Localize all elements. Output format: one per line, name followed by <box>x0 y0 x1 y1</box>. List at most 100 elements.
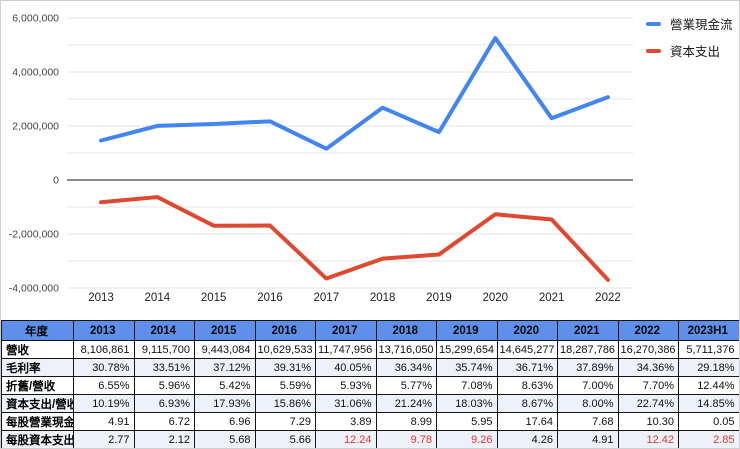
year-column-header: 2015 <box>194 320 256 341</box>
table-cell: 2.12 <box>133 430 195 448</box>
table-cell: 13,716,050 <box>375 340 437 359</box>
table-cell: 5,711,376 <box>678 340 739 359</box>
table-cell: 8.00% <box>557 394 619 413</box>
table-cell: 4.26 <box>496 430 558 448</box>
table-cell: 10.30 <box>617 412 679 431</box>
table-cell: 16,270,386 <box>617 340 679 359</box>
year-column-header: 2014 <box>133 320 195 341</box>
row-label: 毛利率 <box>1 358 74 377</box>
legend-swatch-icon <box>646 21 661 26</box>
table-cell: 2.77 <box>73 430 135 448</box>
legend-item: 營業現金流 <box>646 14 733 33</box>
table-header-row: 年度 2013 2014 2015 2016 2017 2018 2019 2020 2021 20… <box>1 320 739 341</box>
table-cell: 22.74% <box>617 394 679 413</box>
table-row: 每股資本支出 2.77 2.12 5.68 5.66 12.24 9.78 9.26 4.26 4… <box>1 430 739 448</box>
table-cell: 3.89 <box>315 412 377 431</box>
table-row: 毛利率 30.78% 33.51% 37.12% 39.31% 40.05% 36.34% 3… <box>1 358 739 377</box>
table-cell: 8,106,861 <box>73 340 135 359</box>
table-cell: 10.19% <box>73 394 135 413</box>
table-cell: 12.42 <box>617 430 679 448</box>
row-label: 每股資本支出 <box>1 430 74 448</box>
row-label: 資本支出/營收 <box>1 394 74 413</box>
series-line-資本支出 <box>99 195 610 282</box>
row-label: 折舊/營收 <box>1 376 74 395</box>
year-column-header: 2020 <box>496 320 558 341</box>
year-column-header: 2018 <box>375 320 437 341</box>
table-cell: 12.44% <box>678 376 739 395</box>
table-cell: 8.67% <box>496 394 558 413</box>
table-row: 營收 8,106,861 9,115,700 9,443,084 10,629,533 1… <box>1 340 739 359</box>
year-column-header: 2022 <box>617 320 679 341</box>
table-cell: 31.06% <box>315 394 377 413</box>
table-cell: 6.55% <box>73 376 135 395</box>
x-axis-tick-label: 2018 <box>370 292 396 304</box>
table-cell: 9,115,700 <box>133 340 195 359</box>
legend-item: 資本支出 <box>646 41 733 60</box>
cashflow-capex-line-chart: -4,000,000 -2,000,000 0 2,000,000 4,000,000 6… <box>1 1 739 319</box>
table-cell: 2.85 <box>678 430 739 448</box>
chart-legend: 營業現金流資本支出 <box>646 14 733 60</box>
table-cell: 5.42% <box>194 376 256 395</box>
year-column-header: 2021 <box>557 320 619 341</box>
table-cell: 4.91 <box>73 412 135 431</box>
table-cell: 39.31% <box>254 358 316 377</box>
table-cell: 10,629,533 <box>254 340 316 359</box>
table-row: 資本支出/營收 10.19% 6.93% 17.93% 15.86% 31.06% 21.2… <box>1 394 739 413</box>
legend-swatch-icon <box>646 48 661 53</box>
x-axis-tick-label: 2015 <box>201 292 227 304</box>
table-cell: 15.86% <box>254 394 316 413</box>
table-cell: 14,645,277 <box>496 340 558 359</box>
table-cell: 12.24 <box>315 430 377 448</box>
table-cell: 18,287,786 <box>557 340 619 359</box>
y-axis-tick-label: 4,000,000 <box>12 67 59 79</box>
table-row: 折舊/營收 6.55% 5.96% 5.42% 5.59% 5.93% 5.77% 7.08%… <box>1 376 739 395</box>
table-body: 營收 8,106,861 9,115,700 9,443,084 10,629,533 1… <box>1 340 739 448</box>
table-cell: 8.63% <box>496 376 558 395</box>
x-axis-tick-label: 2020 <box>483 292 509 304</box>
year-column-header: 2016 <box>254 320 316 341</box>
table-cell: 17.93% <box>194 394 256 413</box>
table-cell: 34.36% <box>617 358 679 377</box>
y-axis-tick-label: 0 <box>53 175 59 187</box>
y-axis-tick-label: -4,000,000 <box>9 283 59 295</box>
table-cell: 7.68 <box>557 412 619 431</box>
row-label: 每股營業現金 <box>1 412 74 431</box>
year-column-header: 2017 <box>315 320 377 341</box>
table-cell: 5.96% <box>133 376 195 395</box>
table-cell: 21.24% <box>375 394 437 413</box>
y-axis-tick-label: -2,000,000 <box>9 229 59 241</box>
y-axis-tick-label: 6,000,000 <box>12 13 59 25</box>
table-cell: 4.91 <box>557 430 619 448</box>
y-axis-tick-label: 2,000,000 <box>12 121 59 133</box>
year-column-header: 2023H1 <box>678 320 739 341</box>
legend-label: 資本支出 <box>670 45 721 59</box>
table-cell: 17.64 <box>496 412 558 431</box>
table-cell: 6.72 <box>133 412 195 431</box>
table-cell: 33.51% <box>133 358 195 377</box>
year-column-header: 2013 <box>73 320 135 341</box>
series-line-營業現金流 <box>99 36 610 151</box>
table-cell: 40.05% <box>315 358 377 377</box>
table-cell: 6.93% <box>133 394 195 413</box>
x-axis-tick-label: 2014 <box>145 292 171 304</box>
financial-metrics-table: 年度 2013 2014 2015 2016 2017 2018 2019 2020 2021 20… <box>1 320 739 448</box>
x-axis-tick-label: 2016 <box>257 292 283 304</box>
table-cell: 9,443,084 <box>194 340 256 359</box>
table-cell: 18.03% <box>436 394 498 413</box>
table-row: 每股營業現金 4.91 6.72 6.96 7.29 3.89 8.99 5.95 17.64 7… <box>1 412 739 431</box>
table-cell: 15,299,654 <box>436 340 498 359</box>
table-cell: 6.96 <box>194 412 256 431</box>
table-cell: 7.08% <box>436 376 498 395</box>
table-cell: 37.12% <box>194 358 256 377</box>
table-cell: 0.05 <box>678 412 739 431</box>
x-axis-tick-label: 2017 <box>314 292 340 304</box>
x-axis-tick-label: 2013 <box>88 292 114 304</box>
table-cell: 9.78 <box>375 430 437 448</box>
x-axis-tick-label: 2021 <box>539 292 565 304</box>
x-axis-tick-label: 2019 <box>426 292 452 304</box>
table-cell: 7.00% <box>557 376 619 395</box>
table-cell: 11,747,956 <box>315 340 377 359</box>
table-cell: 5.95 <box>436 412 498 431</box>
table-cell: 36.34% <box>375 358 437 377</box>
